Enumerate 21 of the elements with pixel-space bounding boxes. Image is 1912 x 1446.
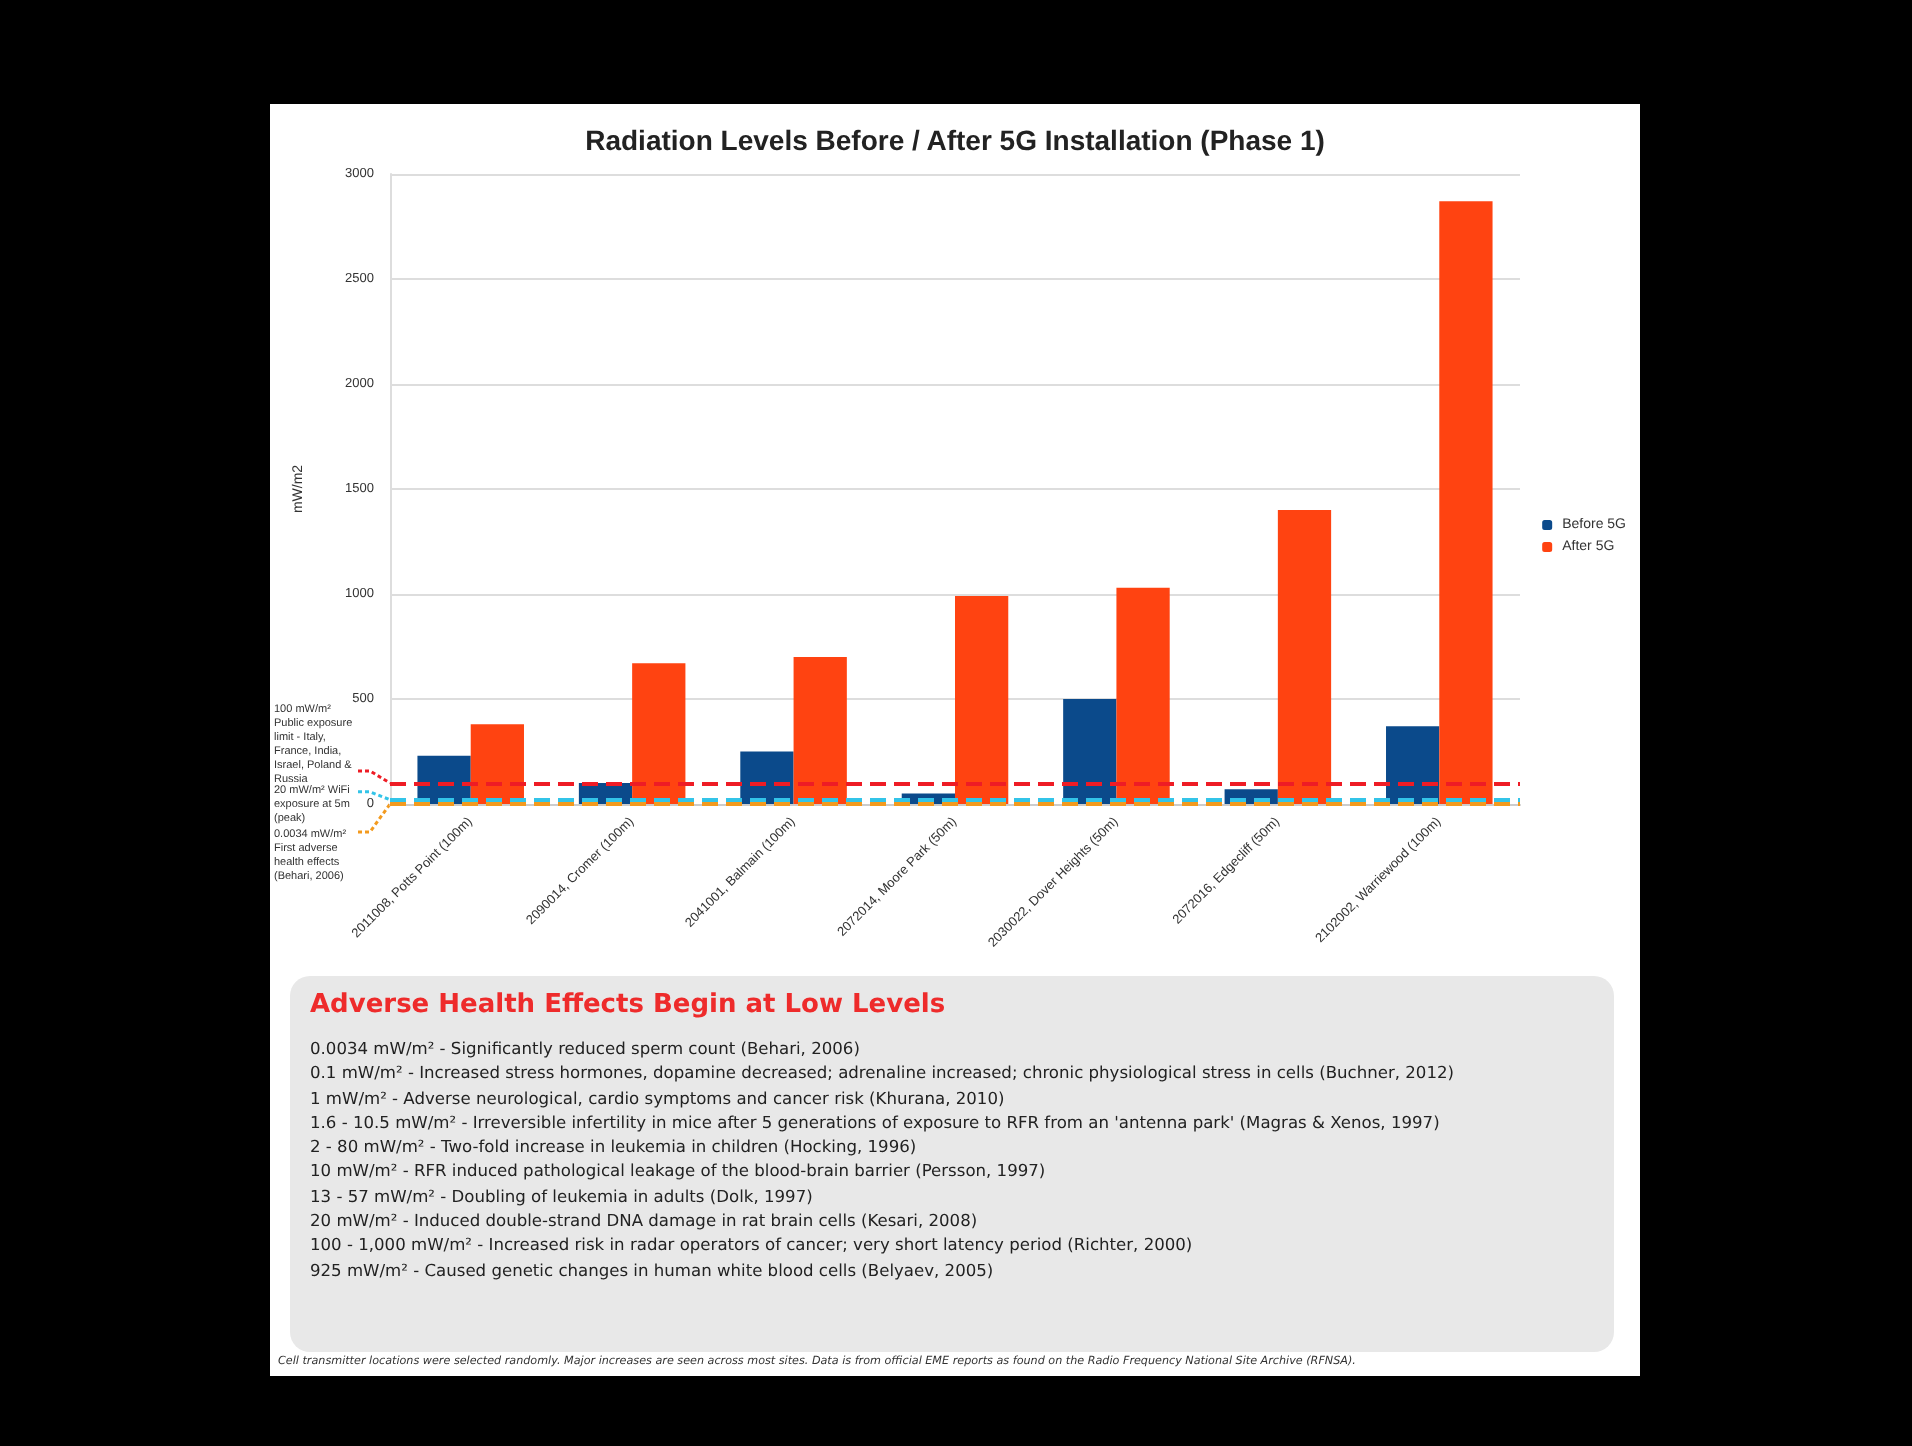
text: 20 mW/m² - Induced double-strand DNA damage in rat brain cells (Kesari, 2008): [310, 1208, 980, 1233]
bar: [955, 596, 1009, 804]
text: 1 mW/m² - Adverse neurological, cardio symptoms and cancer risk (Khurana, 2010): [310, 1085, 1007, 1110]
bar: [632, 663, 686, 804]
text: 0.1 mW/m² - Increased stress hormones, dopamine decreased; adrenaline increased; chronic physiological stress in cells (Buchner, 2012): [310, 1060, 1456, 1086]
text: 1.6 - 10.5 mW/m² - Irreversible infertility in mice after 5 generations of exposure to RFR from an 'antenna park' (Magras & Xenos, 1997): [310, 1109, 1442, 1135]
chart-title: Radiation Levels Before / After 5G Installation (Phase 1): [585, 124, 1325, 156]
bar: [793, 657, 847, 804]
text: 100 - 1,000 mW/m² - Increased risk in radar operators of cancer; very short latency period (Richter, 2000): [310, 1232, 1195, 1258]
text: Adverse Health Effects Begin at Low Levels: [310, 990, 948, 1020]
bar: [1277, 510, 1332, 804]
text: 2 - 80 mW/m² - Two-fold increase in leukemia in children (Hocking, 1996): [310, 1134, 919, 1159]
text: 925 mW/m² - Caused genetic changes in human white blood cells (Belyaev, 2005): [310, 1257, 996, 1282]
bar: [1063, 699, 1117, 804]
bar: [470, 724, 524, 804]
bar: [1116, 587, 1170, 804]
text: 13 - 57 mW/m² - Doubling of leukemia in adults (Dolk, 1997): [310, 1183, 815, 1209]
text: 0.0034 mW/m² - Significantly reduced sperm count (Behari, 2006): [310, 1036, 862, 1061]
bar: [1386, 726, 1440, 804]
bar: [1439, 201, 1493, 804]
text: 10 mW/m² - RFR induced pathological leakage of the blood-brain barrier (Persson, 1997): [310, 1158, 1048, 1184]
